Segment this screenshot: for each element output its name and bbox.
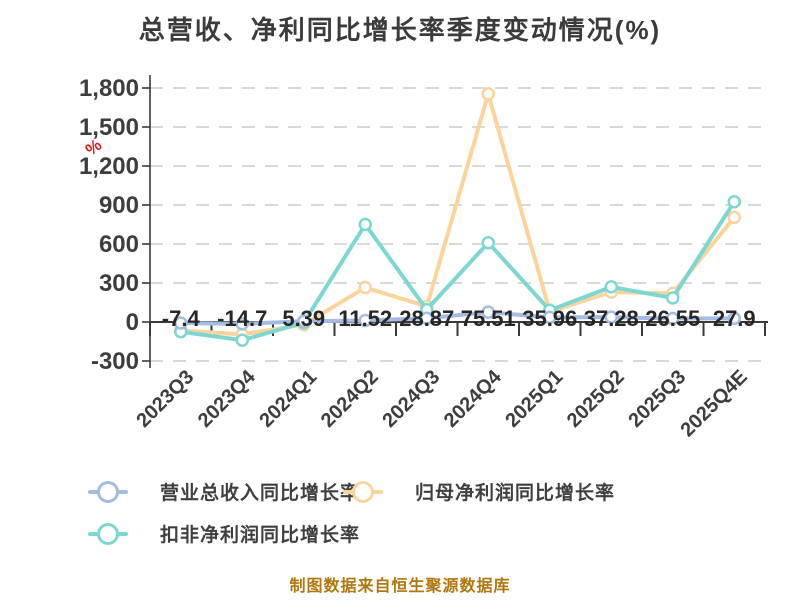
- data-point[interactable]: [358, 217, 372, 232]
- value-label: -14.7: [217, 306, 267, 331]
- legend-marker-icon: [343, 480, 383, 504]
- data-point[interactable]: [666, 311, 680, 326]
- legend-label: 营业总收入同比增长率: [160, 483, 361, 504]
- x-axis-label: 2025Q1: [501, 366, 567, 432]
- value-label: 27.9: [713, 306, 756, 331]
- x-axis-label: 2024Q2: [317, 366, 383, 432]
- y-axis-label: 0: [126, 309, 139, 336]
- data-point[interactable]: [727, 311, 741, 326]
- data-point[interactable]: [235, 333, 249, 347]
- value-label: 11.52: [338, 306, 392, 331]
- y-axis-label: 1,800: [79, 75, 139, 102]
- data-point[interactable]: [727, 210, 741, 225]
- y-axis-label: 300: [99, 270, 139, 297]
- chart-title: 总营收、净利同比增长率季度变动情况(%): [138, 15, 662, 45]
- series-line-0: [178, 310, 737, 326]
- series-line-1: [178, 91, 737, 337]
- data-point[interactable]: [481, 305, 495, 319]
- y-axis-label: -300: [91, 348, 139, 375]
- legend-item-1[interactable]: 归母净利润同比增长率: [343, 478, 643, 505]
- data-point[interactable]: [420, 311, 434, 325]
- data-point[interactable]: [543, 310, 557, 325]
- value-label: 5.39: [282, 306, 325, 331]
- data-point[interactable]: [297, 314, 311, 329]
- legend-marker-icon: [88, 480, 128, 504]
- value-label: 28.87: [399, 306, 454, 331]
- chart-legend: 营业总收入同比增长率 归母净利润同比增长率扣非净利润同比增长率: [88, 478, 688, 547]
- value-label: 75.51: [461, 306, 516, 331]
- legend-item-0[interactable]: 营业总收入同比增长率: [88, 478, 359, 505]
- series-line-2: [178, 199, 737, 343]
- data-point[interactable]: [727, 195, 741, 209]
- x-axis-label: 2024Q1: [255, 366, 321, 432]
- value-label: 35.96: [522, 306, 577, 331]
- x-axis-label: 2025Q4E: [676, 366, 751, 441]
- x-axis-label: 2025Q2: [563, 366, 629, 432]
- data-source-note: 制图数据来自恒生聚源数据库: [289, 578, 511, 595]
- data-point[interactable]: [604, 310, 618, 324]
- y-axis-label: 1,200: [79, 153, 139, 180]
- x-axis-label: 2023Q3: [132, 366, 198, 432]
- y-axis-label: 900: [99, 192, 139, 219]
- value-label: 26.55: [645, 306, 700, 331]
- value-label: -7.4: [162, 306, 201, 331]
- legend-label: 归母净利润同比增长率: [415, 483, 616, 504]
- value-label: 37.28: [584, 306, 639, 331]
- legend-marker-icon: [88, 522, 128, 546]
- data-point[interactable]: [358, 280, 372, 295]
- legend-label: 扣非净利润同比增长率: [160, 525, 361, 546]
- y-axis-label: 1,500: [79, 114, 139, 141]
- data-point[interactable]: [235, 317, 249, 331]
- legend-item-2[interactable]: 扣非净利润同比增长率: [88, 520, 360, 547]
- data-point[interactable]: [358, 313, 372, 328]
- chart-plot-area: 1,8001,5001,2009006003000-300%2023Q32023…: [79, 75, 771, 441]
- data-point[interactable]: [666, 291, 680, 305]
- x-axis-label: 2024Q3: [378, 366, 444, 432]
- data-point[interactable]: [604, 280, 618, 294]
- data-point[interactable]: [481, 87, 495, 101]
- x-axis-label: 2024Q4: [440, 365, 507, 432]
- y-axis-label: 600: [99, 231, 139, 258]
- x-axis-label: 2023Q4: [194, 365, 261, 432]
- data-point[interactable]: [481, 235, 495, 250]
- data-point[interactable]: [174, 316, 188, 330]
